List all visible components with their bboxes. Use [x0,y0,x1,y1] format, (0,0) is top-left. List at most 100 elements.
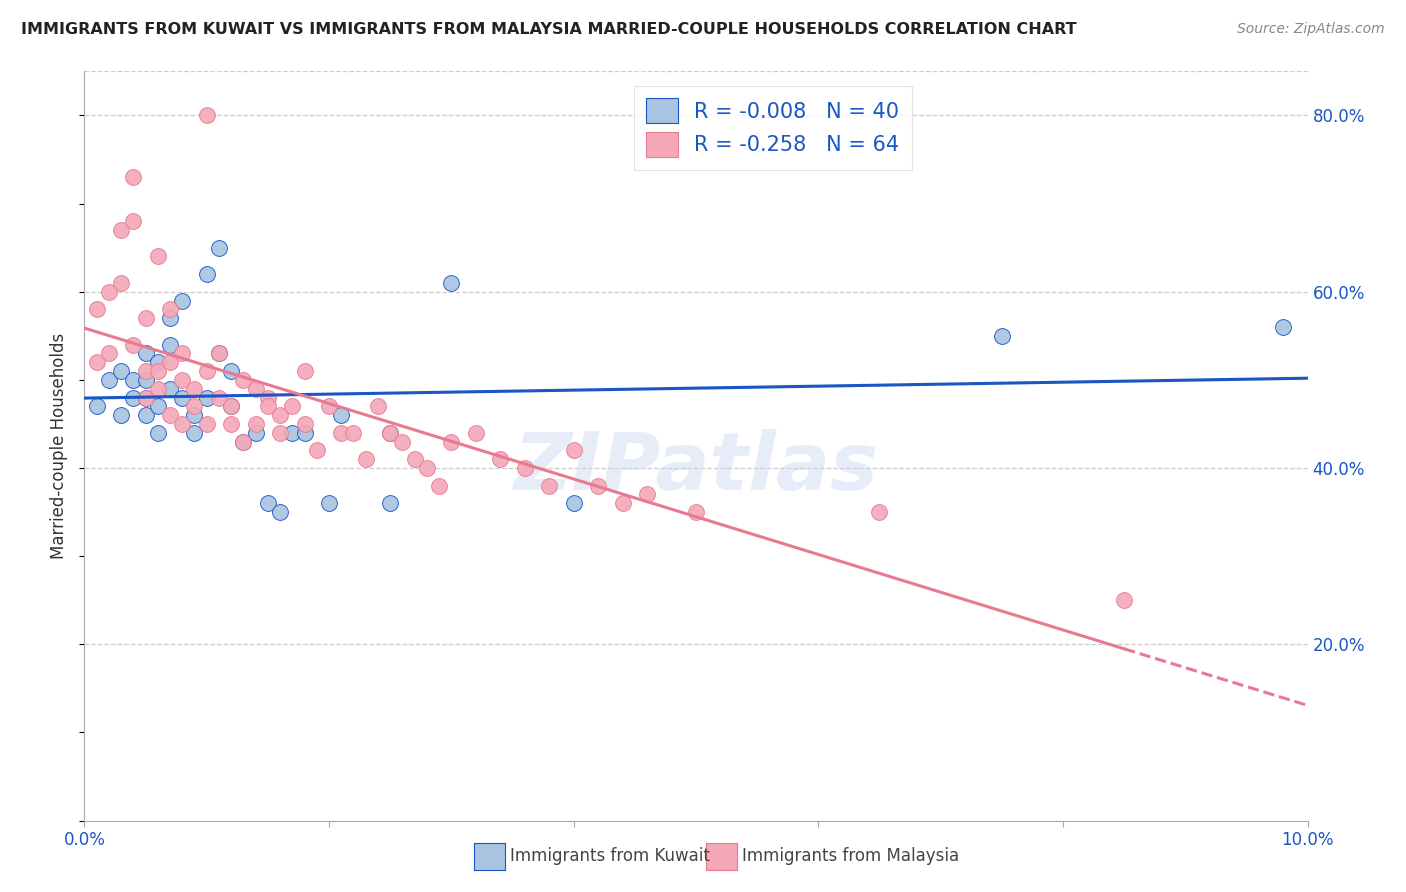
Point [380,425,402,440]
Point [257,496,280,510]
Point [183,382,205,396]
Y-axis label: Married-couple Households: Married-couple Households [51,333,69,559]
Point [135,408,157,422]
Point [183,400,205,414]
Point [281,400,304,414]
Point [586,478,609,492]
Point [122,214,145,228]
Point [416,461,439,475]
Point [97,346,120,360]
Point [195,108,218,122]
Point [146,355,169,369]
Text: IMMIGRANTS FROM KUWAIT VS IMMIGRANTS FROM MALAYSIA MARRIED-COUPLE HOUSEHOLDS COR: IMMIGRANTS FROM KUWAIT VS IMMIGRANTS FRO… [21,22,1077,37]
Point [183,408,205,422]
Point [208,241,231,255]
Point [354,452,377,467]
Point [219,400,242,414]
Point [146,400,169,414]
Point [146,364,169,378]
Point [440,434,463,449]
Point [281,425,304,440]
Point [685,505,707,519]
Point [612,496,634,510]
Point [110,223,132,237]
Point [245,425,267,440]
Point [330,408,353,422]
Point [257,400,280,414]
Point [195,364,218,378]
Point [440,276,463,290]
Point [464,425,486,440]
Point [269,425,291,440]
Point [135,346,157,360]
Point [232,434,254,449]
Point [86,302,108,317]
Point [146,382,169,396]
Point [269,408,291,422]
Point [513,461,536,475]
Point [257,391,280,405]
Point [135,391,157,405]
Point [195,391,218,405]
Point [172,293,194,308]
Point [208,391,231,405]
Point [636,487,658,501]
Point [195,417,218,431]
Point [122,170,145,185]
Point [562,443,585,458]
Point [135,373,157,387]
Point [195,267,218,281]
Point [172,417,194,431]
Point [135,311,157,326]
Point [1272,320,1295,334]
Text: Immigrants from Kuwait: Immigrants from Kuwait [510,847,710,865]
Point [159,408,181,422]
Point [86,355,108,369]
Point [391,434,413,449]
Point [342,425,364,440]
Point [269,505,291,519]
Text: ZIPatlas: ZIPatlas [513,429,879,508]
Point [159,355,181,369]
Point [110,408,132,422]
Point [146,425,169,440]
Point [330,425,353,440]
Point [208,346,231,360]
Point [245,417,267,431]
Point [562,496,585,510]
Point [380,496,402,510]
Point [232,373,254,387]
Point [159,382,181,396]
Point [380,425,402,440]
Text: Immigrants from Malaysia: Immigrants from Malaysia [742,847,959,865]
Point [86,400,108,414]
Point [318,496,340,510]
Point [538,478,561,492]
Point [172,373,194,387]
Point [146,250,169,264]
Point [219,364,242,378]
Legend: R = -0.008   N = 40, R = -0.258   N = 64: R = -0.008 N = 40, R = -0.258 N = 64 [634,86,912,169]
Point [122,391,145,405]
Point [135,364,157,378]
Point [159,337,181,351]
Point [869,505,891,519]
Point [404,452,426,467]
Point [97,285,120,299]
Point [427,478,450,492]
Point [110,364,132,378]
Point [159,302,181,317]
Point [110,276,132,290]
Point [367,400,389,414]
Point [135,391,157,405]
Point [232,434,254,449]
Point [122,373,145,387]
Point [172,391,194,405]
Text: Source: ZipAtlas.com: Source: ZipAtlas.com [1237,22,1385,37]
Point [183,425,205,440]
Point [294,417,316,431]
Point [219,417,242,431]
Point [294,364,316,378]
Point [208,346,231,360]
Point [489,452,512,467]
